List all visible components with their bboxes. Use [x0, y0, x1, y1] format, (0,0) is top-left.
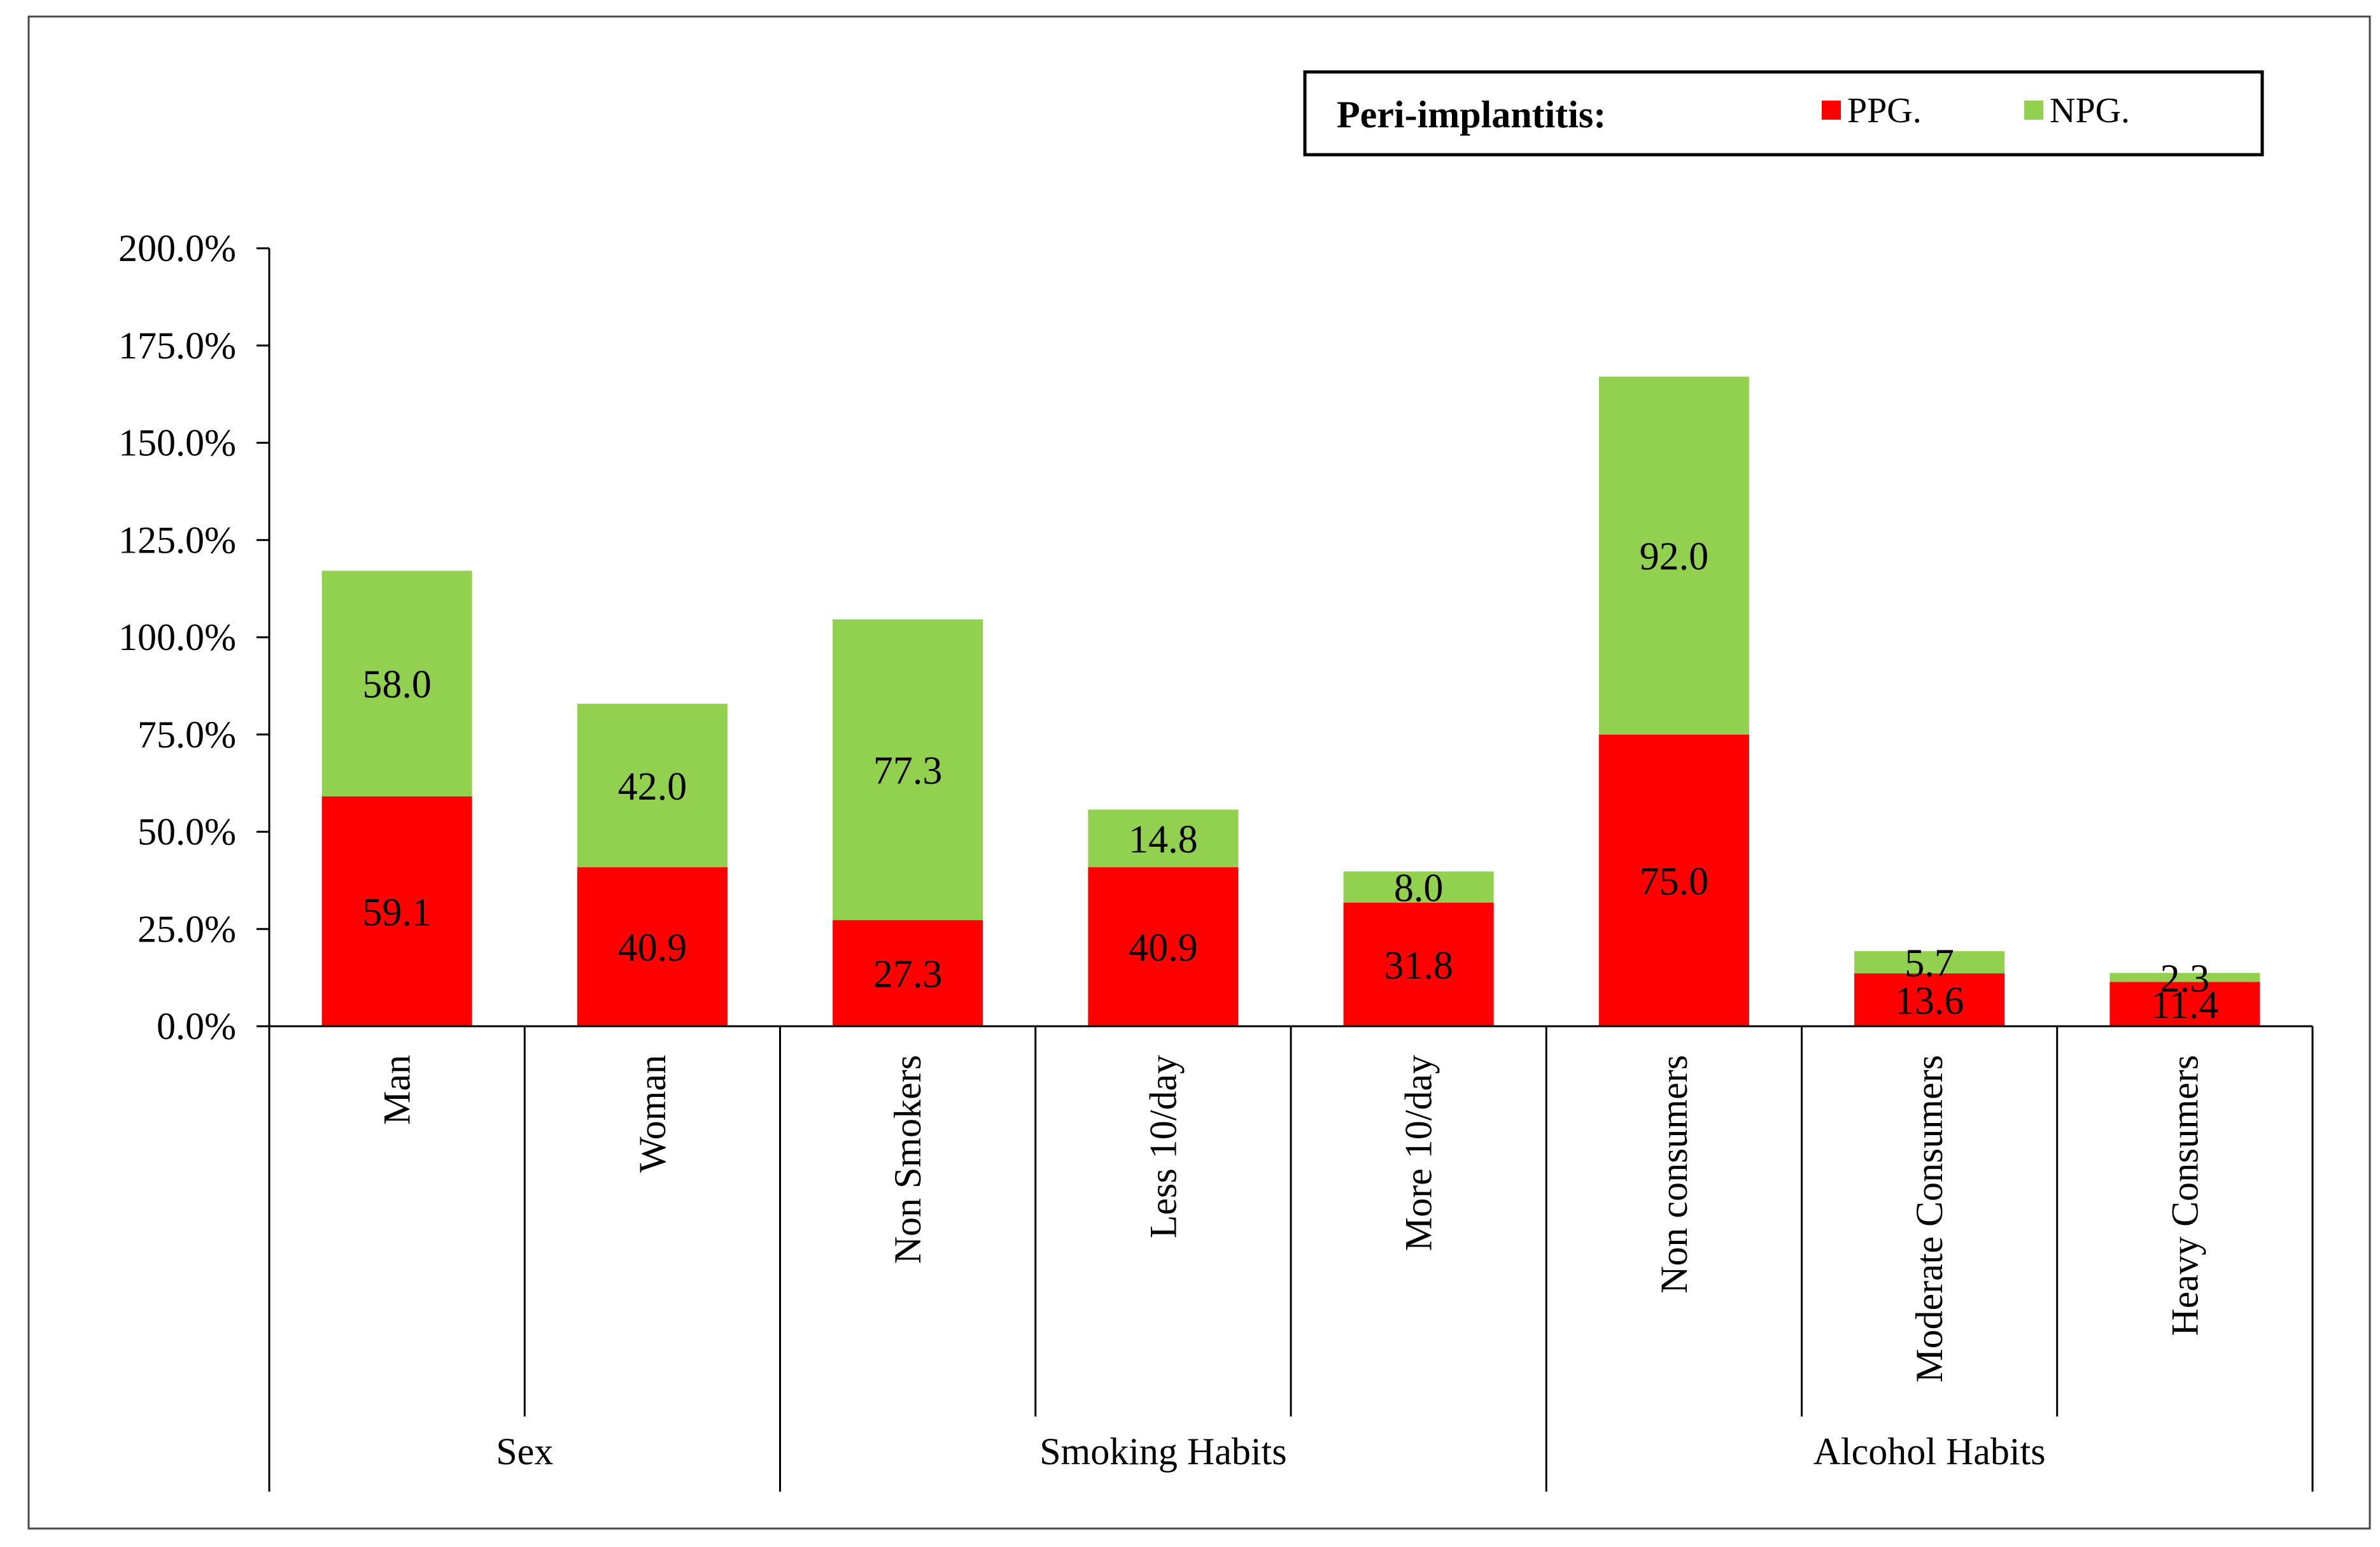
- legend: Peri-implantitis: PPG. NPG.: [1303, 70, 2264, 157]
- data-label: 59.1: [362, 891, 432, 934]
- data-label: 2.3: [2160, 957, 2210, 1000]
- data-label: 40.9: [618, 926, 687, 970]
- category-label: Heavy Consumers: [2164, 1055, 2206, 1336]
- legend-label-ppg: PPG.: [1847, 91, 1922, 131]
- data-label: 40.9: [1129, 926, 1198, 970]
- bar-ppg-4: [1088, 867, 1239, 1026]
- data-label: 75.0: [1640, 860, 1709, 903]
- bar-ppg-3: [833, 920, 983, 1026]
- legend-label-npg: NPG.: [2050, 91, 2130, 131]
- category-label: Less 10/day: [1142, 1055, 1184, 1238]
- data-label: 58.0: [362, 663, 432, 707]
- data-label: 42.0: [618, 765, 687, 809]
- y-tick-label: 25.0%: [137, 908, 236, 950]
- data-label: 8.0: [1394, 866, 1444, 910]
- data-label: 92.0: [1640, 535, 1709, 579]
- y-tick-label: 125.0%: [118, 519, 236, 561]
- bar-npg-5: [1343, 871, 1494, 903]
- group-label: Smoking Habits: [1039, 1430, 1286, 1473]
- bar-npg-2: [577, 703, 728, 868]
- bar-ppg-6: [1598, 734, 1749, 1026]
- data-label: 27.3: [873, 953, 943, 996]
- bar-npg-8: [2109, 973, 2260, 982]
- y-tick-label: 75.0%: [137, 714, 236, 756]
- y-tick-label: 100.0%: [118, 616, 236, 658]
- category-label: Woman: [631, 1055, 673, 1173]
- y-tick-label: 150.0%: [118, 422, 236, 464]
- bar-npg-4: [1088, 809, 1239, 868]
- category-label: Moderate Consumers: [1908, 1055, 1950, 1383]
- legend-title: Peri-implantitis:: [1337, 94, 1606, 136]
- group-label: Alcohol Habits: [1813, 1430, 2046, 1473]
- y-axis: 0.0% 25.0% 50.0% 75.0% 100.0% 125.0% 150.0% 175…: [118, 227, 271, 1047]
- data-label: 11.4: [2151, 984, 2218, 1027]
- category-label: More 10/day: [1398, 1055, 1440, 1251]
- legend-swatch-ppg: [1822, 101, 1841, 120]
- bar-npg-6: [1598, 376, 1749, 735]
- legend-swatch-npg: [2024, 101, 2043, 120]
- bar-npg-1: [321, 570, 472, 796]
- bar-ppg-2: [577, 867, 728, 1026]
- category-label: Non consumers: [1653, 1055, 1695, 1294]
- y-tick-label: 175.0%: [118, 325, 236, 367]
- bar-npg-3: [833, 619, 983, 921]
- data-label: 77.3: [873, 749, 943, 793]
- bar-ppg-5: [1343, 902, 1494, 1026]
- y-tick-label: 0.0%: [157, 1005, 236, 1047]
- data-label: 13.6: [1895, 979, 1964, 1022]
- bar-ppg-1: [321, 796, 472, 1026]
- group-label: Sex: [496, 1430, 553, 1473]
- category-label: Man: [376, 1055, 418, 1125]
- category-label: Non Smokers: [887, 1055, 929, 1264]
- bar-npg-7: [1854, 951, 2005, 973]
- y-tick-label: 200.0%: [118, 227, 236, 269]
- bar-ppg-7: [1854, 973, 2005, 1026]
- legend-box: [1303, 70, 2264, 157]
- x-axis: Man Woman Non Smokers Less 10/day More 10/da…: [268, 1025, 2314, 1492]
- data-label: 31.8: [1384, 944, 1453, 987]
- bars: 59.1 58.0 40.9 42.0 27.3 77.3 40.9 14.8 31.8 8.0 7…: [321, 376, 2260, 1027]
- data-label: 5.7: [1905, 942, 1954, 985]
- y-tick-label: 50.0%: [137, 811, 236, 853]
- bar-ppg-8: [2109, 982, 2260, 1026]
- data-label: 14.8: [1129, 818, 1198, 861]
